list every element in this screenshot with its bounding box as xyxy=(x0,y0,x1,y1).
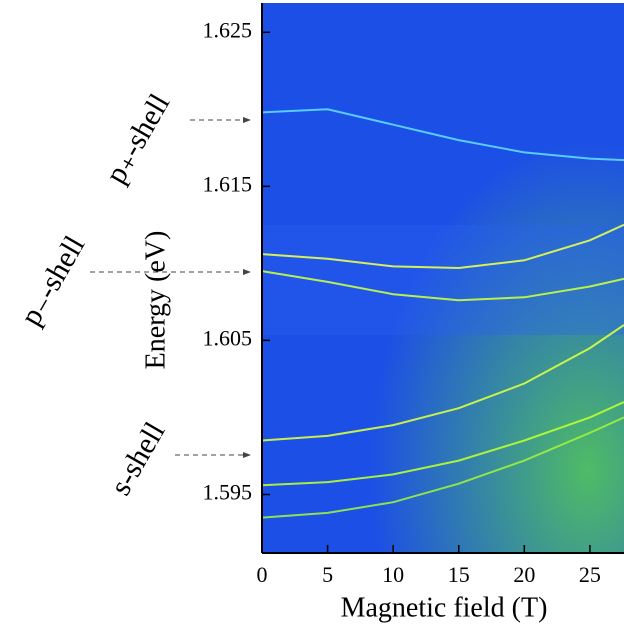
y-tick-label: 1.615 xyxy=(203,171,253,196)
plot-lines xyxy=(261,108,624,519)
spectral-line xyxy=(261,108,624,162)
spectral-line xyxy=(261,401,624,487)
x-axis-label: Magnetic field (T) xyxy=(341,592,548,623)
y-tick-label: 1.605 xyxy=(203,325,253,350)
x-tick-label: 20 xyxy=(513,562,535,587)
annotation: p₋-shell xyxy=(14,230,91,331)
spectral-line xyxy=(261,223,624,270)
spectral-line xyxy=(261,270,624,302)
y-tick-label: 1.595 xyxy=(203,480,253,505)
spectral-line xyxy=(261,324,624,442)
annotation: p₊-shell xyxy=(99,88,176,189)
annotation: s-shell xyxy=(104,417,172,501)
spectral-line xyxy=(261,416,624,519)
plot-glow xyxy=(262,3,624,553)
x-tick-label: 10 xyxy=(382,562,404,587)
x-tick-label: 0 xyxy=(257,562,268,587)
x-tick-label: 5 xyxy=(322,562,333,587)
x-tick-label: 25 xyxy=(579,562,601,587)
x-tick-label: 15 xyxy=(448,562,470,587)
y-axis-label: Energy (eV) xyxy=(140,231,171,370)
y-tick-label: 1.625 xyxy=(203,17,253,42)
plot-band xyxy=(262,225,624,335)
